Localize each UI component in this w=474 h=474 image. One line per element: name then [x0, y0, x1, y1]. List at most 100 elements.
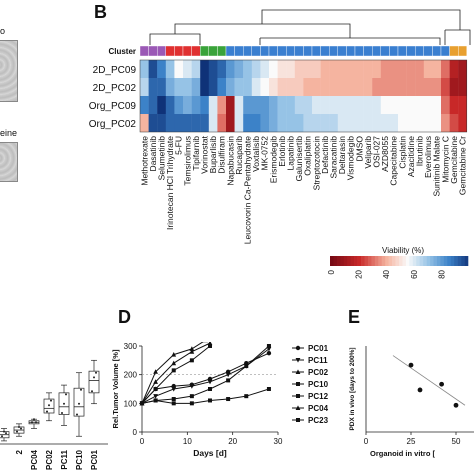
box-point — [20, 427, 22, 430]
heatmap-cell — [329, 114, 338, 132]
heatmap-cell — [363, 96, 373, 114]
box-point — [48, 404, 50, 407]
heatmap-column-label: Selumetinib — [157, 136, 167, 181]
heatmap-cell — [294, 78, 304, 96]
dendrogram — [149, 9, 471, 45]
legend-label: PC23 — [308, 416, 329, 425]
legend-swatch — [364, 256, 369, 266]
cluster-cell — [208, 45, 218, 57]
heatmap-cell — [441, 114, 450, 132]
heatmap-cell — [140, 78, 149, 96]
heatmap-cell — [423, 60, 433, 78]
scatter-x-axis-title: Organoid in vitro [ — [370, 449, 436, 458]
series-line — [141, 345, 270, 404]
heatmap-column-label: Sunitinib Malate — [432, 136, 442, 197]
legend-swatch — [367, 256, 372, 266]
heatmap-cell — [329, 96, 338, 114]
cluster-cell — [311, 45, 321, 57]
legend-swatch — [381, 256, 386, 266]
cluster-cell — [415, 45, 425, 57]
heatmap-cell — [243, 114, 252, 132]
legend-swatch — [392, 256, 396, 266]
heatmap-cell — [234, 60, 244, 78]
box-point — [3, 430, 5, 433]
cluster-cell — [320, 45, 330, 57]
legend-swatch — [343, 256, 348, 266]
heatmap-cell — [320, 78, 330, 96]
heatmap-cell — [260, 96, 270, 114]
series-point — [207, 379, 213, 385]
heatmap-cell — [423, 114, 433, 132]
series-point — [153, 387, 158, 391]
box-point — [46, 410, 48, 413]
heatmap-cell — [217, 60, 227, 78]
legend-label: PC04 — [308, 404, 329, 413]
heatmap-cell — [165, 96, 175, 114]
heatmap-cell — [398, 78, 407, 96]
legend-swatch — [457, 256, 462, 266]
series-point — [266, 387, 271, 391]
heatmap-column-label: Gemcitabine Cr — [458, 136, 468, 195]
series-point — [244, 364, 249, 369]
legend-tick: 20 — [355, 269, 364, 278]
heatmap-column-label: Saracatinib — [329, 136, 339, 179]
legend-swatch — [436, 256, 441, 266]
heatmap-column-label: DMSO — [354, 136, 364, 162]
panel-letter-b: B — [94, 2, 107, 22]
line-x-tick-label: 10 — [183, 437, 192, 446]
series-point — [189, 384, 195, 389]
legend-swatch — [385, 256, 389, 266]
box-point — [35, 421, 37, 424]
heatmap-cell — [303, 96, 313, 114]
series-point — [171, 352, 177, 357]
heatmap-column-label: Voxtalisib — [251, 136, 261, 172]
legend-entry-pc12: PC12 — [292, 392, 329, 401]
boxplot-category-label: 2 — [15, 449, 24, 454]
heatmap-cell — [458, 114, 467, 132]
heatmap-cell — [389, 96, 399, 114]
heatmap-cell — [441, 78, 450, 96]
heatmap-cell — [355, 96, 364, 114]
cluster-cell — [260, 45, 270, 57]
series-point — [208, 387, 212, 391]
cluster-cell — [458, 45, 468, 57]
boxplot-category-label: PC02 — [45, 449, 54, 470]
microscopy-image-top — [0, 40, 18, 102]
heatmap-cell — [320, 114, 330, 132]
heatmap-cell — [200, 114, 209, 132]
series-point — [266, 350, 272, 356]
legend-entry-pc10: PC10 — [292, 380, 329, 389]
heatmap-cell — [165, 60, 175, 78]
heatmap-cell — [191, 78, 201, 96]
heatmap-column-label: MK-0752 — [260, 136, 270, 171]
series-point — [266, 346, 272, 352]
heatmap-column-label: Napabucasin — [225, 136, 235, 186]
heatmap-cell — [286, 78, 295, 96]
pdx-scatter-chart: 0 25 50 Organoid in vitro [PDX in vivo [day… — [349, 346, 474, 458]
heatmap-cell — [329, 78, 338, 96]
legend-swatch — [395, 256, 400, 266]
heatmap-cell — [269, 114, 278, 132]
scatter-point — [417, 387, 423, 393]
heatmap-cell — [200, 96, 209, 114]
heatmap-cell — [312, 60, 321, 78]
heatmap-cell — [243, 78, 252, 96]
box-body — [88, 370, 100, 394]
heatmap-cell — [303, 78, 313, 96]
box-4 — [58, 384, 70, 426]
heatmap-cell — [234, 114, 244, 132]
heatmap-column-label: Mitomycin C — [440, 136, 450, 183]
heatmap-cell — [200, 60, 209, 78]
legend-swatch — [412, 256, 417, 266]
box-point — [16, 430, 18, 433]
heatmap-cell — [363, 60, 373, 78]
heatmap-cell — [294, 96, 304, 114]
cluster-cell — [174, 45, 184, 57]
cluster-cell — [406, 45, 416, 57]
heatmap-cell — [286, 114, 295, 132]
series-point — [171, 387, 177, 392]
legend-swatch — [443, 256, 448, 266]
heatmap-cell — [208, 78, 218, 96]
box-0 — [0, 428, 10, 442]
legend-entry-pc01: PC01 — [292, 344, 329, 353]
